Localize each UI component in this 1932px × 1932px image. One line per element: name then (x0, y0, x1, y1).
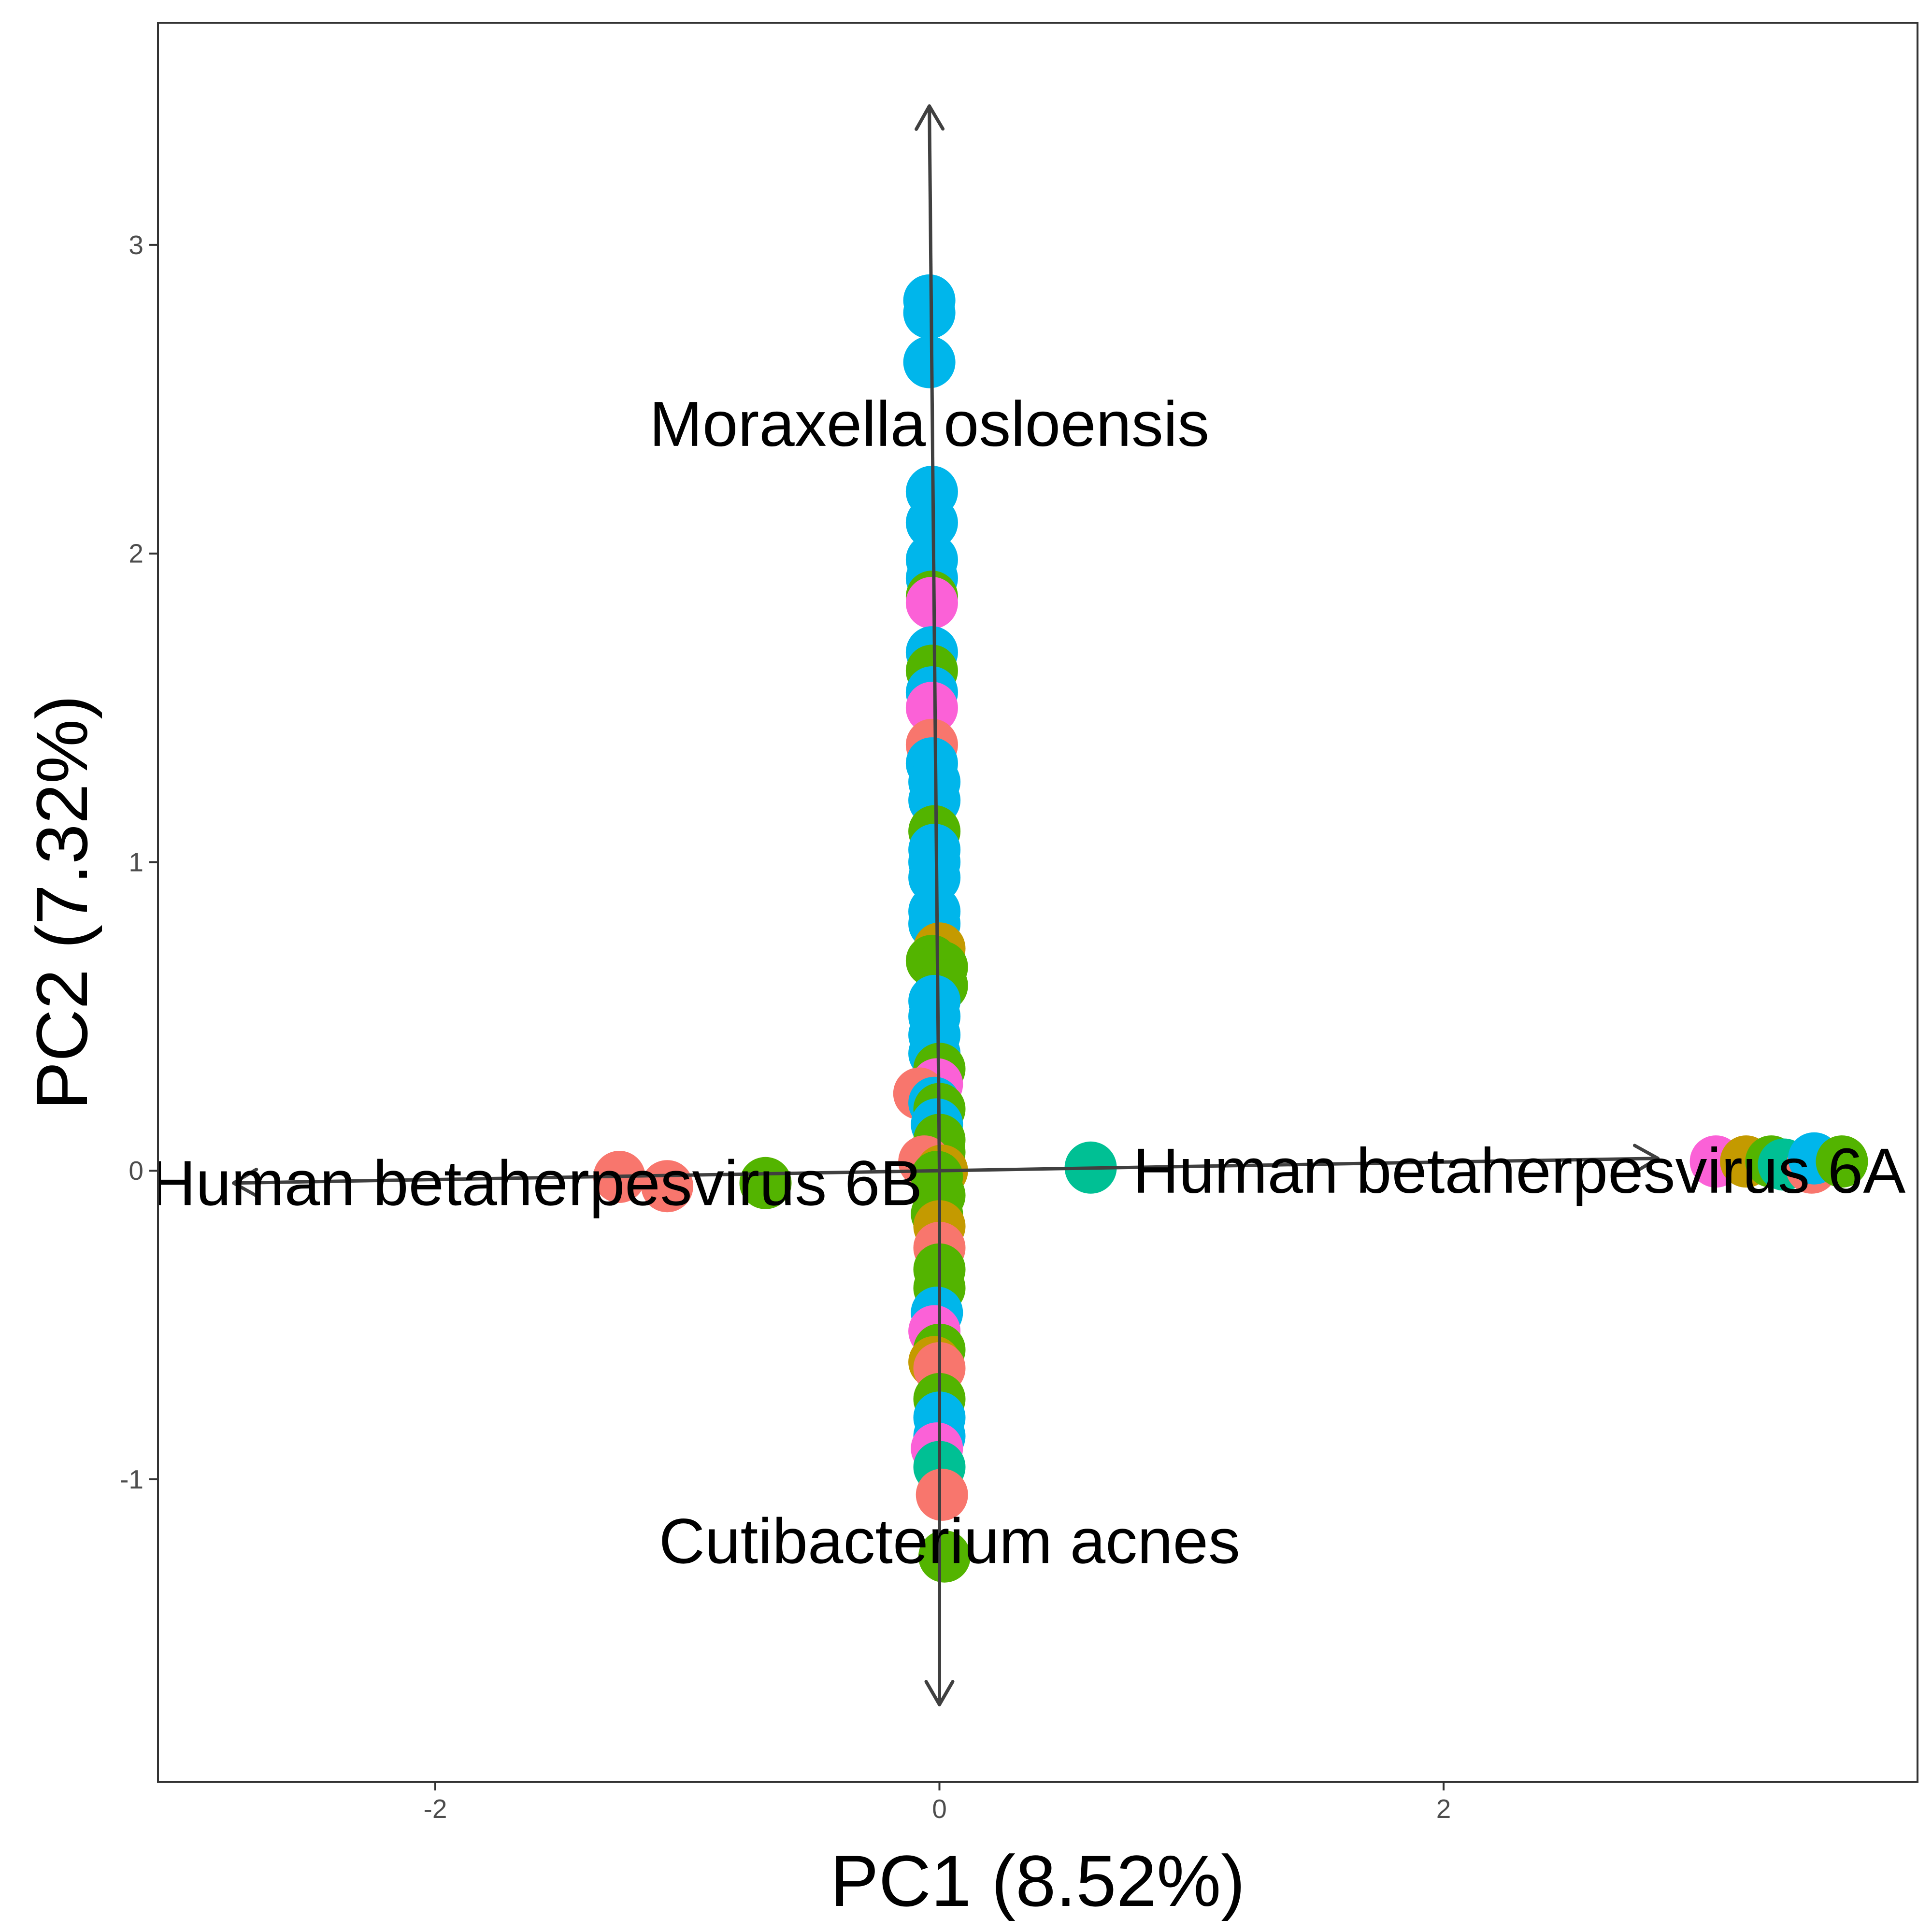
data-point-59 (918, 1530, 971, 1583)
loading-label-0: Moraxella osloensis (649, 388, 1209, 459)
data-point-1 (903, 286, 956, 339)
data-point-12 (905, 682, 958, 734)
y-tick-label-1: 0 (129, 1156, 143, 1186)
data-point-8 (905, 576, 958, 629)
loading-arrow-0 (915, 104, 945, 1171)
data-point-62 (641, 1160, 693, 1213)
panel-border (157, 22, 1918, 1783)
loading-arrow-1 (924, 1171, 955, 1706)
loading-label-3: Human betaherpesvirus 6B (150, 1147, 923, 1218)
loading-label-2: Human betaherpesvirus 6A (1133, 1135, 1906, 1206)
loading-labels: Moraxella osloensis Cutibacterium acnes Hu… (150, 388, 1906, 1576)
x-tick-label-2: 2 (1436, 1794, 1451, 1824)
x-tick-label-0: -2 (424, 1794, 447, 1824)
loading-arrow-2 (939, 1144, 1660, 1174)
x-axis-ticks: -2 0 2 (424, 1782, 1451, 1824)
y-tick-label-3: 2 (129, 539, 143, 569)
y-tick-label-0: -1 (120, 1464, 143, 1494)
y-axis-ticks: -1 0 1 2 3 (120, 230, 158, 1494)
y-axis-title: PC2 (7.32%) (21, 695, 102, 1110)
x-tick-label-1: 0 (932, 1794, 947, 1824)
loading-arrows (232, 104, 1660, 1706)
data-point-2 (903, 336, 956, 388)
data-point-63 (739, 1157, 792, 1209)
data-point-58 (916, 1468, 968, 1521)
y-tick-label-4: 3 (129, 230, 143, 260)
y-tick-label-2: 1 (129, 847, 143, 877)
data-point-70 (1816, 1135, 1868, 1188)
x-axis-title: PC1 (8.52%) (830, 1840, 1245, 1921)
loading-arrow-3 (232, 1168, 940, 1198)
loading-label-1: Cutibacterium acnes (659, 1505, 1240, 1576)
